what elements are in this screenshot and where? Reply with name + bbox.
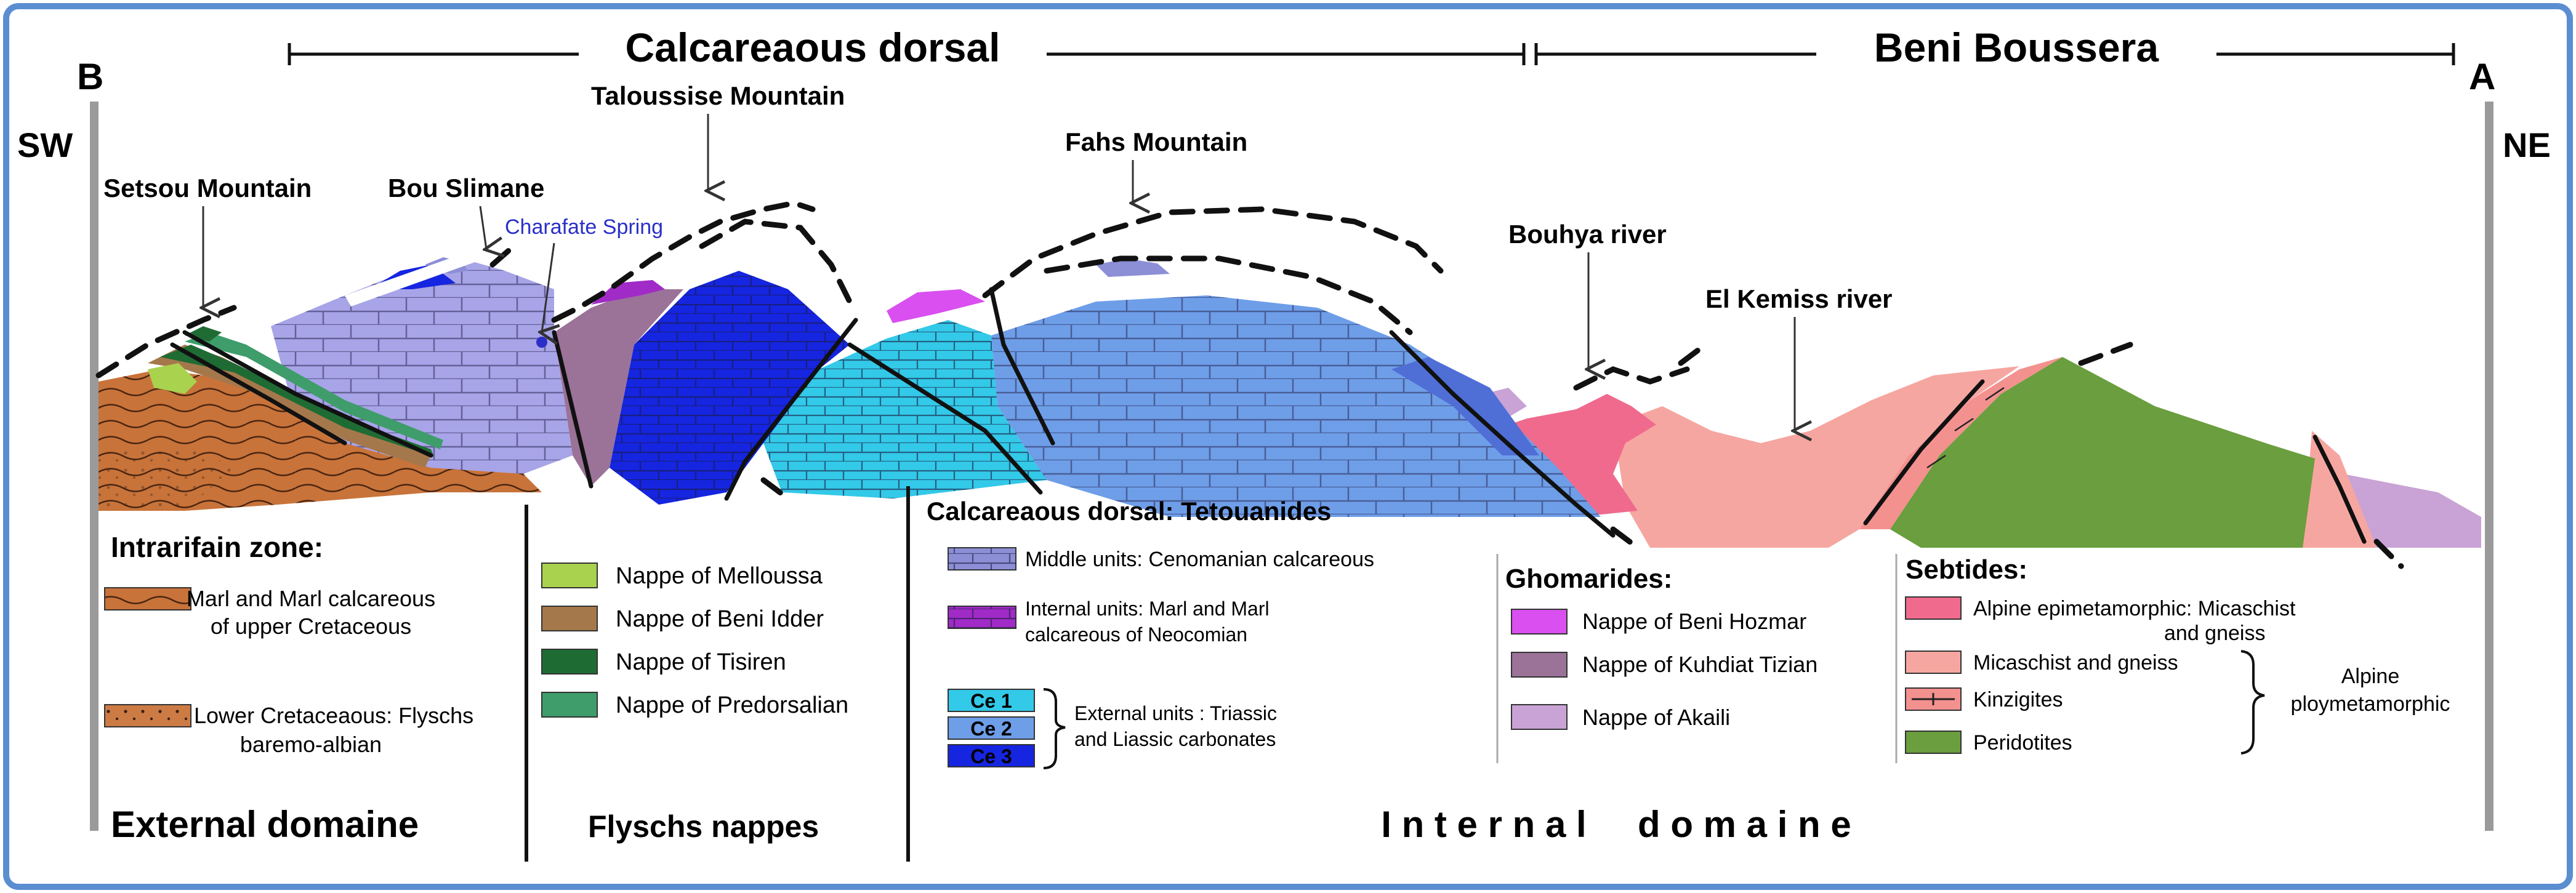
internal-units-swatch-texture bbox=[948, 606, 1016, 628]
lower-cretaceous-swatch-texture bbox=[105, 705, 191, 727]
alpine-polymetamorphic-label-line2: ploymetamorphic bbox=[2291, 692, 2450, 716]
peridotites-body bbox=[1890, 357, 2315, 548]
flyschs-nappes-label: Flyschs nappes bbox=[588, 809, 819, 844]
middle-units-swatch-texture bbox=[948, 548, 1016, 570]
alpine-polymetamorphic-label-line1: Alpine bbox=[2341, 665, 2400, 688]
kinzigite-hatches bbox=[1926, 386, 2005, 469]
charafate-spring-label: Charafate Spring bbox=[505, 215, 663, 239]
ghomarides-title: Ghomarides: bbox=[1505, 564, 1672, 594]
external-domain-label: External domaine bbox=[111, 804, 419, 845]
beni-hozmar-swatch bbox=[1511, 609, 1568, 635]
melloussa-label: Nappe of Melloussa bbox=[616, 563, 823, 589]
ce1-swatch bbox=[948, 689, 1035, 712]
el-kemiss-river-label: El Kemiss river bbox=[1705, 284, 1893, 313]
beni-hozmar-small bbox=[887, 289, 985, 323]
kinzigites-label: Kinzigites bbox=[1973, 688, 2063, 711]
legend: Intrarifain zone: Marl and Marl calcareo… bbox=[104, 486, 2450, 862]
fault-lines bbox=[170, 287, 2367, 544]
micaschist-gneiss-swatch bbox=[1905, 651, 1962, 674]
beni-boussera-bracket bbox=[1534, 43, 2455, 65]
beni-idder-band bbox=[148, 345, 431, 468]
bou-slimane-arrow bbox=[479, 206, 486, 249]
charafate-spring-point bbox=[536, 337, 547, 348]
external-units-label-line1: External units : Triassic bbox=[1074, 702, 1277, 724]
sw-direction-label: SW bbox=[17, 126, 73, 164]
marl-label-line1: Marl and Marl calcareous bbox=[187, 586, 435, 611]
right-boundary-post bbox=[2485, 102, 2493, 831]
alpine-epimetamorphic-body bbox=[1490, 394, 1656, 517]
ce3-swatch bbox=[948, 744, 1035, 767]
lower-cretaceous-label-line2: baremo-albian bbox=[240, 732, 382, 757]
calcareous-dorsal-title: Calcareaous dorsal bbox=[626, 25, 1000, 70]
section-end-a-label: A bbox=[2469, 56, 2495, 97]
tisiren-label: Nappe of Tisiren bbox=[616, 649, 786, 675]
bouhya-river-label: Bouhya river bbox=[1508, 220, 1667, 249]
internal-domain-label: I n t e r n a l d o m a i n e bbox=[1381, 804, 1851, 845]
kuhdiat-tizian-unit bbox=[554, 289, 683, 486]
bou-slimane-label: Bou Slimane bbox=[388, 174, 544, 202]
section-end-b-label: B bbox=[77, 56, 103, 97]
ce2-fahs-texture bbox=[991, 295, 1601, 517]
internal-units-label-line1: Internal units: Marl and Marl bbox=[1025, 598, 1270, 620]
fahs-mountain-label: Fahs Mountain bbox=[1065, 127, 1247, 156]
alpine-epimetamorphic-label-line1: Alpine epimetamorphic: Micaschist bbox=[1973, 597, 2296, 620]
melloussa-swatch bbox=[541, 563, 598, 588]
sebtides-title: Sebtides: bbox=[1906, 555, 2027, 585]
internal-units-patch bbox=[591, 280, 665, 305]
ce2-label: Ce 2 bbox=[970, 718, 1012, 740]
micaschist-gneiss-label: Micaschist and gneiss bbox=[1973, 651, 2178, 675]
geological-section bbox=[99, 222, 2481, 548]
alpine-polymetamorphic-brace bbox=[2240, 650, 2265, 755]
external-units-brace bbox=[1043, 688, 1066, 769]
alpine-epimetamorphic-label-line2: and gneiss bbox=[2164, 622, 2265, 645]
middle-units-label: Middle units: Cenomanian calcareous bbox=[1025, 548, 1374, 571]
ce1-texture bbox=[763, 320, 1047, 499]
calcareous-dorsal-bracket bbox=[288, 43, 1526, 65]
beni-idder-label: Nappe of Beni Idder bbox=[616, 606, 824, 632]
beni-boussera-title: Beni Boussera bbox=[1874, 25, 2159, 70]
kinzigites-band bbox=[1859, 357, 2063, 529]
kuhdiat-tizian-swatch bbox=[1511, 652, 1568, 678]
predorsalian-band bbox=[185, 332, 443, 449]
ce2-swatch bbox=[948, 716, 1035, 740]
setsou-mountain-label: Setsou Mountain bbox=[103, 174, 312, 202]
tisiren-swatch bbox=[541, 649, 598, 675]
predorsalian-label: Nappe of Predorsalian bbox=[616, 692, 848, 718]
internal-units-label-line2: calcareous of Neocomian bbox=[1025, 623, 1247, 646]
peridotites-label: Peridotites bbox=[1973, 731, 2072, 755]
ne-direction-label: NE bbox=[2503, 126, 2551, 164]
external-units-label-line2: and Liassic carbonates bbox=[1074, 728, 1276, 750]
lower-cretaceous-dots bbox=[99, 443, 234, 511]
charafate-arrow bbox=[542, 242, 554, 332]
lower-cretaceous-label-line1: Lower Cretaceaous: Flyschs bbox=[194, 703, 473, 728]
beni-idder-swatch bbox=[541, 606, 598, 631]
ce3-label: Ce 3 bbox=[970, 745, 1012, 767]
left-boundary-post bbox=[90, 102, 99, 831]
predorsalian-swatch bbox=[541, 692, 598, 718]
tisiren-band bbox=[160, 345, 434, 457]
ce1-label: Ce 1 bbox=[970, 690, 1012, 712]
tetouanides-title: Calcareaous dorsal: Tetouanides bbox=[927, 497, 1331, 526]
taloussise-mountain-label: Taloussise Mountain bbox=[591, 81, 845, 110]
marl-label-line2: of upper Cretaceous bbox=[211, 614, 411, 639]
akaili-label: Nappe of Akaili bbox=[1582, 705, 1730, 730]
akaili-swatch bbox=[1511, 704, 1568, 730]
melloussa-patch bbox=[148, 363, 197, 394]
micaschist-gneiss-body bbox=[1613, 366, 2019, 548]
intrarifain-title: Intrarifain zone: bbox=[111, 531, 323, 563]
marl-swatch-texture bbox=[105, 588, 191, 610]
ce3-texture bbox=[610, 271, 850, 505]
peridotites-swatch bbox=[1905, 731, 1962, 754]
alpine-epimetamorphic-swatch bbox=[1905, 596, 1962, 620]
kuhdiat-tizian-label: Nappe of Kuhdiat Tizian bbox=[1582, 652, 1817, 677]
beni-hozmar-label: Nappe of Beni Hozmar bbox=[1582, 609, 1806, 634]
middle-units-cap bbox=[1096, 258, 1170, 277]
